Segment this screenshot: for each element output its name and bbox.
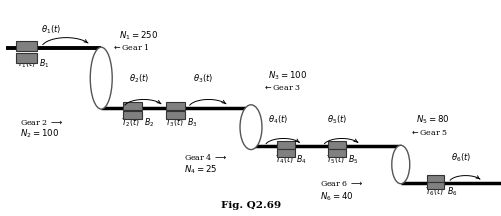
FancyBboxPatch shape xyxy=(122,111,141,119)
Text: $N_4 = 25$: $N_4 = 25$ xyxy=(183,164,216,176)
Text: $B_3$: $B_3$ xyxy=(187,116,197,129)
FancyBboxPatch shape xyxy=(426,183,443,189)
Text: $N_2 = 100$: $N_2 = 100$ xyxy=(21,128,59,140)
Text: Gear 2 $\longrightarrow$: Gear 2 $\longrightarrow$ xyxy=(21,118,64,127)
FancyBboxPatch shape xyxy=(328,149,346,157)
Text: $\theta_3(t)$: $\theta_3(t)$ xyxy=(193,72,213,85)
Text: $T_5(t)$: $T_5(t)$ xyxy=(326,153,345,166)
Text: $T_1(t)$: $T_1(t)$ xyxy=(18,57,37,70)
FancyBboxPatch shape xyxy=(17,52,37,63)
Text: $\theta_4(t)$: $\theta_4(t)$ xyxy=(268,114,288,126)
FancyBboxPatch shape xyxy=(277,141,295,149)
Ellipse shape xyxy=(90,47,112,109)
Ellipse shape xyxy=(391,145,409,184)
Text: $B_5$: $B_5$ xyxy=(347,153,358,166)
Text: Fig. Q2.69: Fig. Q2.69 xyxy=(220,201,281,210)
Text: $T_4(t)$: $T_4(t)$ xyxy=(275,153,294,166)
Text: $\theta_2(t)$: $\theta_2(t)$ xyxy=(128,72,148,85)
Text: $B_6$: $B_6$ xyxy=(446,185,456,198)
Ellipse shape xyxy=(239,105,262,149)
FancyBboxPatch shape xyxy=(426,175,443,182)
Text: $\theta_1(t)$: $\theta_1(t)$ xyxy=(41,23,61,36)
Text: $N_1 = 250$: $N_1 = 250$ xyxy=(118,30,157,42)
FancyBboxPatch shape xyxy=(166,102,185,110)
FancyBboxPatch shape xyxy=(166,111,185,119)
FancyBboxPatch shape xyxy=(328,141,346,149)
Text: $B_4$: $B_4$ xyxy=(296,153,306,166)
Text: $\theta_6(t)$: $\theta_6(t)$ xyxy=(450,151,470,164)
Text: $\leftarrow$Gear 1: $\leftarrow$Gear 1 xyxy=(112,42,149,52)
Text: $N_5 = 80$: $N_5 = 80$ xyxy=(415,114,448,126)
Text: $\theta_5(t)$: $\theta_5(t)$ xyxy=(326,114,346,126)
FancyBboxPatch shape xyxy=(17,41,37,51)
Text: $\leftarrow$Gear 5: $\leftarrow$Gear 5 xyxy=(409,128,447,137)
Text: $T_3(t)$: $T_3(t)$ xyxy=(164,116,183,129)
Text: $B_2$: $B_2$ xyxy=(143,116,154,129)
Text: $N_3 = 100$: $N_3 = 100$ xyxy=(268,69,307,82)
Text: Gear 6 $\longrightarrow$: Gear 6 $\longrightarrow$ xyxy=(319,179,363,189)
Text: $\leftarrow$Gear 3: $\leftarrow$Gear 3 xyxy=(263,83,300,92)
Text: $N_6 = 40$: $N_6 = 40$ xyxy=(319,190,353,203)
FancyBboxPatch shape xyxy=(122,102,141,110)
Text: Gear 4 $\longrightarrow$: Gear 4 $\longrightarrow$ xyxy=(183,152,227,162)
Text: $B_1$: $B_1$ xyxy=(39,57,49,70)
Text: $T_6(t)$: $T_6(t)$ xyxy=(424,185,443,198)
Text: $T_2(t)$: $T_2(t)$ xyxy=(121,116,140,129)
FancyBboxPatch shape xyxy=(277,149,295,157)
